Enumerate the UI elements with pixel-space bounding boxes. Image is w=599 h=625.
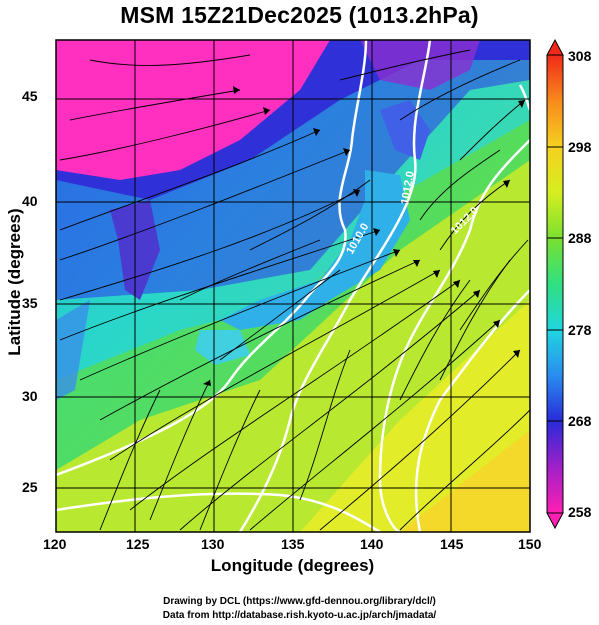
x-tick-label: 135 — [281, 536, 305, 552]
credit-drawing: Drawing by DCL (https://www.gfd-dennou.o… — [163, 596, 436, 607]
x-tick-label: 140 — [360, 536, 384, 552]
y-tick-label: 25 — [22, 479, 38, 495]
y-tick-label: 30 — [22, 388, 38, 404]
colorbar — [546, 38, 564, 530]
credit-data: Data from http://database.rish.kyoto-u.a… — [162, 610, 437, 621]
y-tick-label: 40 — [22, 193, 38, 209]
x-axis-label: Longitude (degrees) — [210, 556, 375, 575]
x-tick-label: 145 — [440, 536, 464, 552]
isobar-lines — [56, 40, 530, 532]
contour-label: 1012.0 — [399, 170, 417, 205]
map-title: MSM 15Z21Dec2025 (1013.2hPa) — [120, 2, 479, 28]
x-tick-label: 120 — [43, 536, 67, 552]
colorbar-tick-label: 268 — [568, 413, 592, 429]
colorbar-min-arrow — [546, 512, 564, 530]
colorbar-tick-label: 288 — [568, 230, 592, 246]
wind-arrowheads — [203, 86, 525, 386]
y-tick-label: 45 — [22, 88, 38, 104]
x-tick-label: 130 — [201, 536, 225, 552]
plot-frame — [55, 39, 531, 533]
x-tick-label: 150 — [518, 536, 542, 552]
colorbar-tick-label: 258 — [568, 504, 592, 520]
colorbar-max-arrow — [546, 38, 564, 56]
colorbar-tick-label: 298 — [568, 139, 592, 155]
x-tick-label: 125 — [126, 536, 150, 552]
wind-streamlines — [59, 49, 530, 531]
lat-lon-grid — [56, 40, 530, 532]
colorbar-tick-label: 278 — [568, 322, 592, 338]
y-tick-label: 35 — [22, 295, 38, 311]
colorbar-tick-label: 308 — [568, 48, 592, 64]
